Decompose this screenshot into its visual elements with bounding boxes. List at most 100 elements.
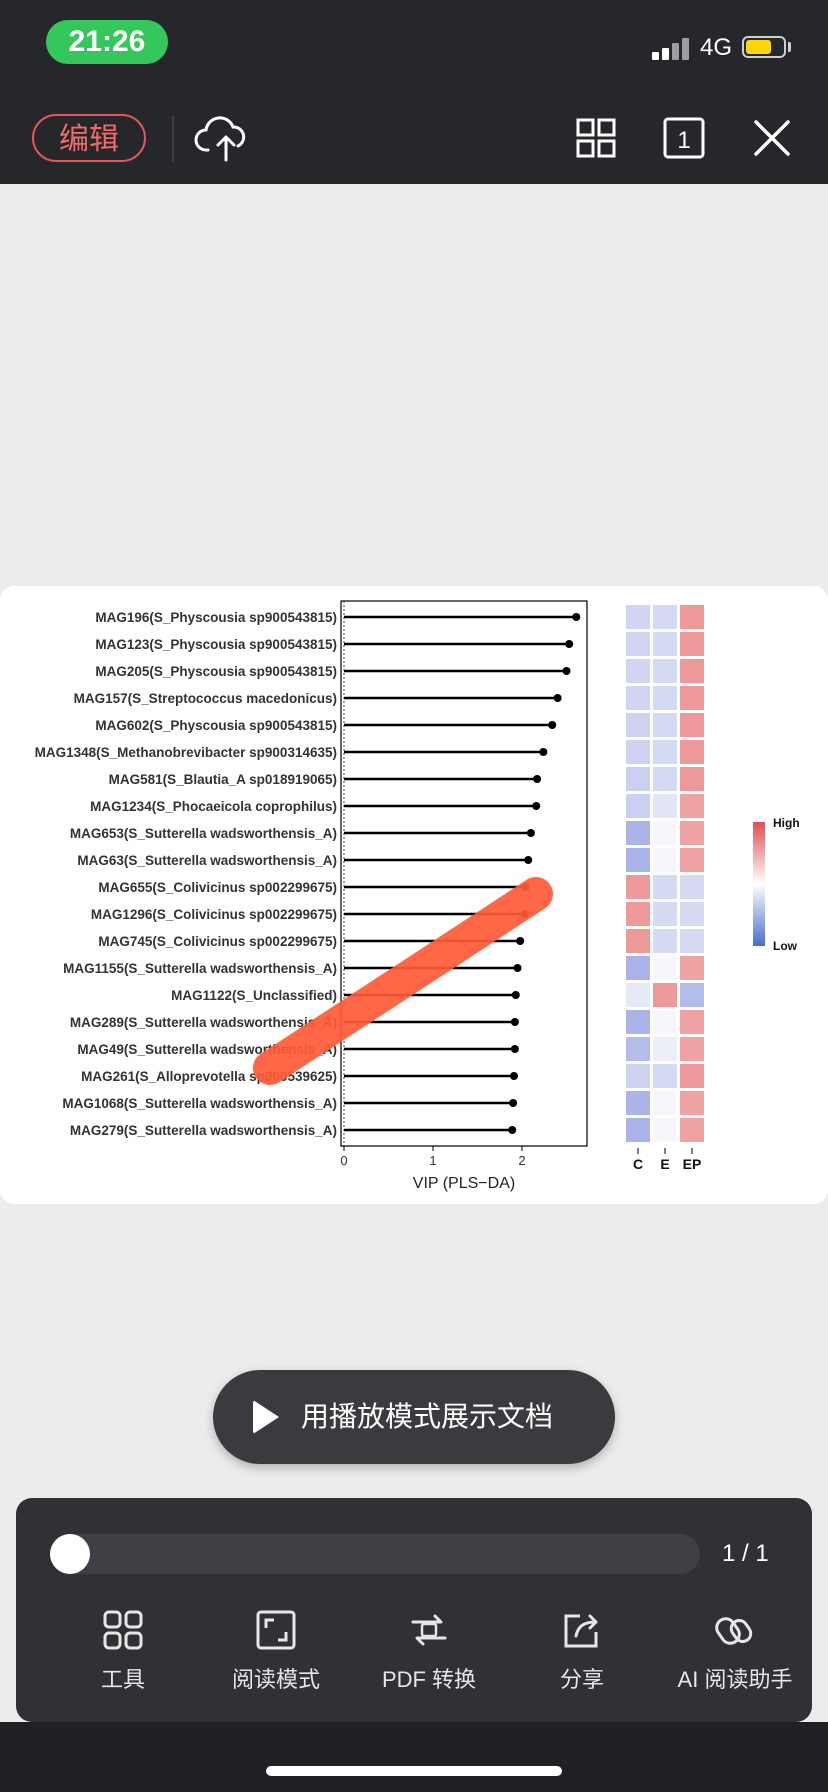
category-label: MAG205(S_Physcousia sp900543815) xyxy=(95,664,337,679)
heatmap-cell xyxy=(653,983,677,1007)
lollipop-point xyxy=(532,802,541,810)
tool-label: 阅读模式 xyxy=(231,1667,320,1692)
time-pill: 21:26 xyxy=(46,20,168,64)
heatmap-cell xyxy=(653,1091,677,1115)
close-icon[interactable] xyxy=(744,110,800,166)
category-label: MAG123(S_Physcousia sp900543815) xyxy=(95,637,337,652)
heatmap-cell xyxy=(626,929,650,953)
page-slider-track[interactable] xyxy=(52,1534,700,1574)
heatmap-cell xyxy=(653,1037,677,1061)
lollipop-point xyxy=(565,640,574,648)
heatmap-cell xyxy=(626,956,650,980)
category-label: MAG289(S_Sutterella wadsworthensis_A) xyxy=(70,1015,337,1030)
heatmap-cell xyxy=(680,956,704,980)
heatmap-cell xyxy=(653,794,677,818)
category-label: MAG655(S_Colivicinus sp002299675) xyxy=(98,880,337,895)
heatmap-cell xyxy=(680,848,704,872)
lollipop-point xyxy=(511,991,520,999)
heatmap-cell xyxy=(653,686,677,710)
heatmap-cell xyxy=(653,821,677,845)
heatmap-cell xyxy=(626,794,650,818)
heatmap-cell xyxy=(680,821,704,845)
tool-ai-assistant[interactable]: AI 阅读助手 xyxy=(660,1608,810,1694)
battery-tip xyxy=(788,42,791,52)
tool-share[interactable]: 分享 xyxy=(507,1608,657,1694)
heatmap-cell xyxy=(680,713,704,737)
toolbar-divider xyxy=(172,116,174,162)
heatmap-cell xyxy=(653,659,677,683)
category-label: MAG1155(S_Sutterella wadsworthensis_A) xyxy=(63,961,337,976)
heatmap-cell xyxy=(653,929,677,953)
heatmap-cell xyxy=(653,848,677,872)
heatmap-cell xyxy=(626,848,650,872)
lollipop-point xyxy=(548,721,557,729)
category-label: MAG1122(S_Unclassified) xyxy=(171,988,337,1003)
x-tick-label: 0 xyxy=(340,1153,347,1168)
annotation-stroke xyxy=(253,877,553,1085)
play-mode-button[interactable]: 用播放模式展示文档 xyxy=(213,1370,615,1464)
heatmap-cell xyxy=(626,1010,650,1034)
status-bar: 21:26 4G xyxy=(0,0,828,88)
heatmap-cell xyxy=(680,1010,704,1034)
edit-button[interactable]: 编辑 xyxy=(32,114,146,162)
home-indicator[interactable] xyxy=(266,1766,562,1776)
category-label: MAG63(S_Sutterella wadsworthensis_A) xyxy=(77,853,337,868)
heatmap-cell xyxy=(626,713,650,737)
heatmap-cell xyxy=(626,767,650,791)
heatmap-cell xyxy=(626,1091,650,1115)
grid-tools-icon xyxy=(103,1610,143,1650)
heatmap-cell xyxy=(653,1064,677,1088)
network-type: 4G xyxy=(700,34,733,61)
heatmap-cell xyxy=(653,767,677,791)
lollipop-point xyxy=(513,964,522,972)
heatmap-cell xyxy=(680,902,704,926)
x-tick-label: 1 xyxy=(429,1153,436,1168)
category-label: MAG279(S_Sutterella wadsworthensis_A) xyxy=(70,1123,337,1138)
cellular-signal-icon xyxy=(652,38,692,60)
category-label: MAG196(S_Physcousia sp900543815) xyxy=(95,610,337,625)
tool-reading-mode[interactable]: 阅读模式 xyxy=(201,1608,351,1694)
heatmap-cell xyxy=(680,605,704,629)
lollipop-point xyxy=(509,1072,518,1080)
category-label: MAG1348(S_Methanobrevibacter sp900314635… xyxy=(35,745,337,760)
x-tick-label: 2 xyxy=(518,1153,525,1168)
lollipop-point xyxy=(516,937,525,945)
heatmap-cell xyxy=(626,686,650,710)
heatmap-column-label: E xyxy=(660,1156,669,1172)
heatmap-cell xyxy=(680,740,704,764)
tool-label: PDF 转换 xyxy=(381,1667,477,1692)
lollipop-point xyxy=(510,1045,519,1053)
grid-view-icon[interactable] xyxy=(568,110,624,166)
category-label: MAG653(S_Sutterella wadsworthensis_A) xyxy=(70,826,337,841)
heatmap-cell xyxy=(653,902,677,926)
page-count: 1 / 1 xyxy=(722,1540,769,1567)
heatmap-cell xyxy=(680,983,704,1007)
category-label: MAG157(S_Streptococcus macedonicus) xyxy=(74,691,337,706)
lollipop-point xyxy=(526,829,535,837)
heatmap-cell xyxy=(680,767,704,791)
heatmap-cell xyxy=(653,1118,677,1142)
tool-label: AI 阅读助手 xyxy=(677,1667,793,1692)
battery-icon xyxy=(742,36,786,58)
play-mode-label: 用播放模式展示文档 xyxy=(301,1401,554,1432)
heatmap-cell xyxy=(626,632,650,656)
heatmap-cell xyxy=(626,983,650,1007)
heatmap-cell xyxy=(680,659,704,683)
lollipop-point xyxy=(533,775,542,783)
category-label: MAG581(S_Blautia_A sp018919065) xyxy=(109,772,337,787)
tool-tools[interactable]: 工具 xyxy=(48,1608,198,1694)
page-indicator-icon[interactable]: 1 xyxy=(656,110,712,166)
cloud-upload-icon[interactable] xyxy=(194,110,250,166)
heatmap-cell xyxy=(626,875,650,899)
page-indicator-number: 1 xyxy=(677,127,690,154)
heatmap-cell xyxy=(680,875,704,899)
heatmap-cell xyxy=(626,1037,650,1061)
top-toolbar: 编辑 1 xyxy=(0,88,828,184)
legend-high-label: High xyxy=(773,816,800,830)
heatmap-column-label: C xyxy=(633,1156,643,1172)
heatmap-cell xyxy=(680,929,704,953)
page-slider-thumb[interactable] xyxy=(50,1534,90,1574)
tool-pdf-convert[interactable]: PDF 转换 xyxy=(354,1608,504,1694)
category-label: MAG602(S_Physcousia sp900543815) xyxy=(95,718,337,733)
heatmap-column-label: EP xyxy=(683,1156,702,1172)
